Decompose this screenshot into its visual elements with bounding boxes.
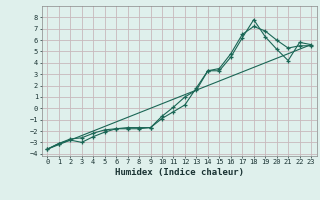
X-axis label: Humidex (Indice chaleur): Humidex (Indice chaleur) bbox=[115, 168, 244, 177]
